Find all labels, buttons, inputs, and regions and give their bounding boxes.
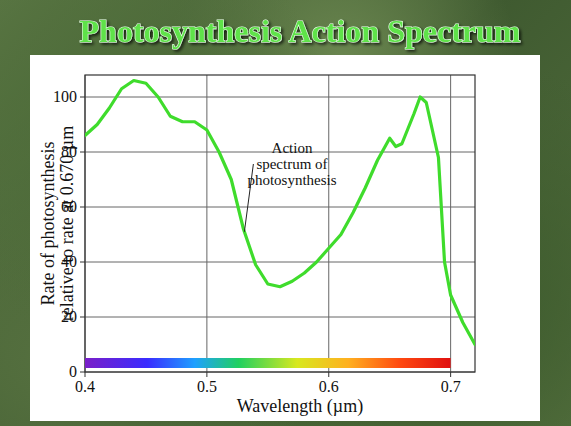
tick: [80, 372, 85, 373]
y-axis-title-line: Rate of photosynthesis: [38, 142, 58, 306]
spectrum-bar: [85, 358, 451, 368]
grid-line: [328, 75, 329, 372]
grid-line: [85, 207, 475, 208]
chart: 0.40.50.60.7020406080100Wavelength (µm)R…: [0, 0, 571, 426]
tick: [206, 372, 207, 377]
tick: [80, 97, 85, 98]
tick: [328, 372, 329, 377]
grid-line: [450, 75, 451, 372]
annotation: Actionspectrum ofphotosynthesis: [247, 140, 336, 188]
grid-line: [206, 75, 207, 372]
tick: [80, 262, 85, 263]
annotation-line: photosynthesis: [247, 172, 336, 188]
annotation-line: spectrum of: [256, 156, 327, 172]
tick-label: 100: [53, 88, 77, 105]
tick-label: 0.4: [75, 378, 95, 395]
grid-line: [85, 97, 475, 98]
grid-line: [85, 317, 475, 318]
grid-line: [85, 262, 475, 263]
annotation-line: Action: [272, 140, 313, 156]
tick: [80, 207, 85, 208]
panel: [30, 55, 540, 421]
leader-line: [244, 164, 253, 232]
y-axis-title: Rate of photosynthesisrelative to rate a…: [38, 126, 77, 321]
tick-label: 0.7: [441, 378, 461, 395]
series-line: [85, 81, 475, 345]
tick-label: 0: [69, 363, 77, 380]
tick-label: 0.5: [197, 378, 217, 395]
tick: [80, 317, 85, 318]
title: Photosynthesis Action Spectrum: [80, 13, 521, 49]
plot-frame: [85, 75, 475, 372]
y-axis-title-line: relative to rate at 0.670 µm: [57, 126, 77, 321]
tick: [85, 372, 86, 377]
x-axis-title: Wavelength (µm): [237, 396, 363, 417]
tick: [80, 152, 85, 153]
tick-label: 0.6: [319, 378, 339, 395]
series-group: [85, 81, 475, 345]
tick: [450, 372, 451, 377]
